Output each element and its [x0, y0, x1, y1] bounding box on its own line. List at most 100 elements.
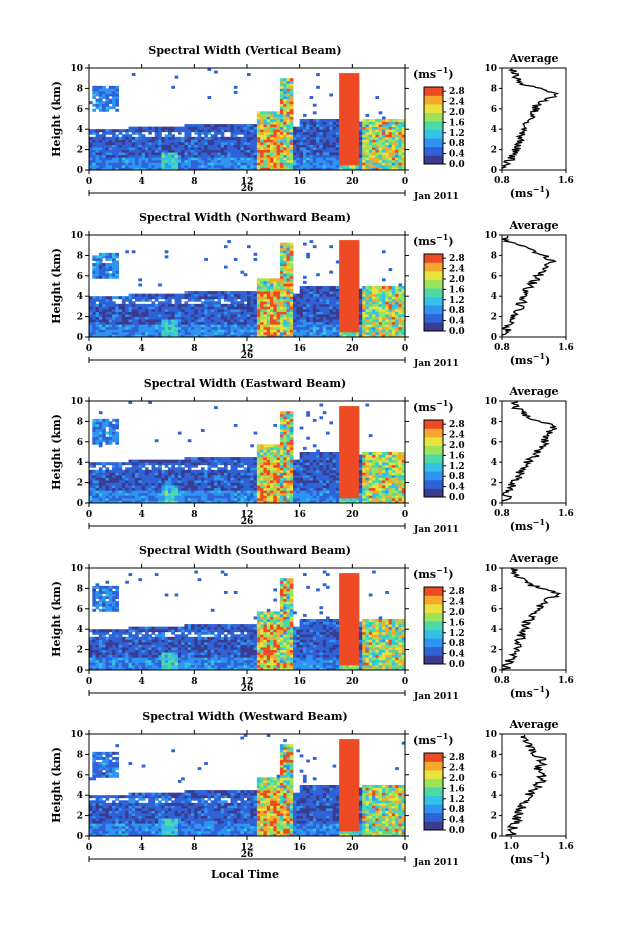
heat-cell — [283, 245, 287, 248]
heat-cell — [115, 296, 119, 299]
heat-cell — [356, 73, 360, 76]
heat-cell — [375, 286, 379, 289]
heat-cell — [221, 478, 225, 481]
heat-cell — [102, 91, 106, 94]
heat-cell — [339, 155, 343, 158]
heat-cell — [115, 327, 119, 330]
heat-cell — [290, 129, 294, 132]
heat-cell — [306, 312, 310, 315]
heat-cell — [369, 301, 373, 304]
heat-cell — [326, 294, 330, 297]
heat-cell — [165, 304, 169, 307]
heat-cell — [287, 261, 291, 264]
heat-cell — [184, 460, 188, 463]
heat-cell — [234, 258, 238, 261]
heat-cell — [237, 327, 241, 330]
heat-cell — [372, 155, 376, 158]
heat-cell — [247, 324, 251, 327]
heat-cell — [217, 470, 221, 473]
heat-cell — [152, 157, 156, 160]
heat-cell — [342, 160, 346, 163]
heat-cell — [99, 268, 103, 271]
heat-cell — [316, 157, 320, 160]
heat-cell — [198, 304, 202, 307]
heat-cell — [270, 114, 274, 117]
heat-cell — [122, 462, 126, 465]
heat-cell — [356, 134, 360, 137]
heat-cell — [165, 129, 169, 132]
heat-cell — [346, 147, 350, 150]
heat-cell — [280, 127, 284, 130]
heat-cell — [339, 91, 343, 94]
heat-cell — [290, 291, 294, 294]
heat-cell — [316, 314, 320, 317]
heat-cell — [99, 437, 103, 440]
heat-cell — [201, 470, 205, 473]
heat-cell — [92, 139, 96, 142]
heat-cell — [112, 301, 116, 304]
heat-cell — [99, 424, 103, 427]
heat-cell — [119, 465, 123, 468]
heat-cell — [138, 137, 142, 140]
heat-cell — [234, 145, 238, 148]
heat-cell — [115, 150, 119, 153]
heat-cell — [217, 475, 221, 478]
heat-cell — [247, 129, 251, 132]
heat-cell — [119, 480, 123, 483]
heat-cell — [306, 137, 310, 140]
heat-cell — [273, 314, 277, 317]
heat-cell — [336, 306, 340, 309]
heat-cell — [303, 327, 307, 330]
heat-cell — [234, 162, 238, 165]
heat-cell — [263, 124, 267, 127]
heat-cell — [201, 291, 205, 294]
heat-cell — [194, 329, 198, 332]
heat-cell — [283, 91, 287, 94]
heat-cell — [89, 162, 93, 165]
heat-cell — [165, 165, 169, 168]
heat-cell — [260, 114, 264, 117]
heat-cell — [346, 129, 350, 132]
heat-cell — [382, 329, 386, 332]
heat-cell — [283, 266, 287, 269]
heat-cell — [115, 434, 119, 437]
heat-cell — [254, 258, 258, 261]
heat-cell — [283, 294, 287, 297]
heat-cell — [263, 119, 267, 122]
heat-cell — [277, 329, 281, 332]
heat-cell — [204, 152, 208, 155]
heat-cell — [375, 329, 379, 332]
heat-cell — [224, 157, 228, 160]
heat-cell — [277, 162, 281, 165]
date-month-label: Jan 2011 — [413, 192, 459, 202]
heat-cell — [201, 498, 205, 501]
heat-cell — [398, 165, 402, 168]
heat-cell — [184, 478, 188, 481]
heat-cell — [283, 145, 287, 148]
heat-cell — [316, 327, 320, 330]
heat-cell — [349, 289, 353, 292]
heat-cell — [231, 152, 235, 155]
heat-cell — [369, 296, 373, 299]
heat-cell — [165, 255, 169, 258]
heat-cell — [99, 99, 103, 102]
heat-cell — [158, 152, 162, 155]
heat-cell — [152, 488, 156, 491]
profile-y-tick-label: 6 — [491, 105, 497, 115]
heat-cell — [389, 306, 393, 309]
colorbar-unit-close: ) — [448, 235, 453, 248]
heat-cell — [349, 250, 353, 253]
heat-cell — [293, 150, 297, 153]
heat-cell — [112, 309, 116, 312]
heat-cell — [375, 291, 379, 294]
heat-cell — [191, 139, 195, 142]
heat-cell — [303, 134, 307, 137]
heat-cell — [296, 299, 300, 302]
heat-cell — [247, 296, 251, 299]
heat-cell — [175, 324, 179, 327]
heat-cell — [109, 160, 113, 163]
heat-cell — [263, 317, 267, 320]
heat-cell — [214, 306, 218, 309]
heat-cell — [323, 304, 327, 307]
heat-cell — [273, 142, 277, 145]
